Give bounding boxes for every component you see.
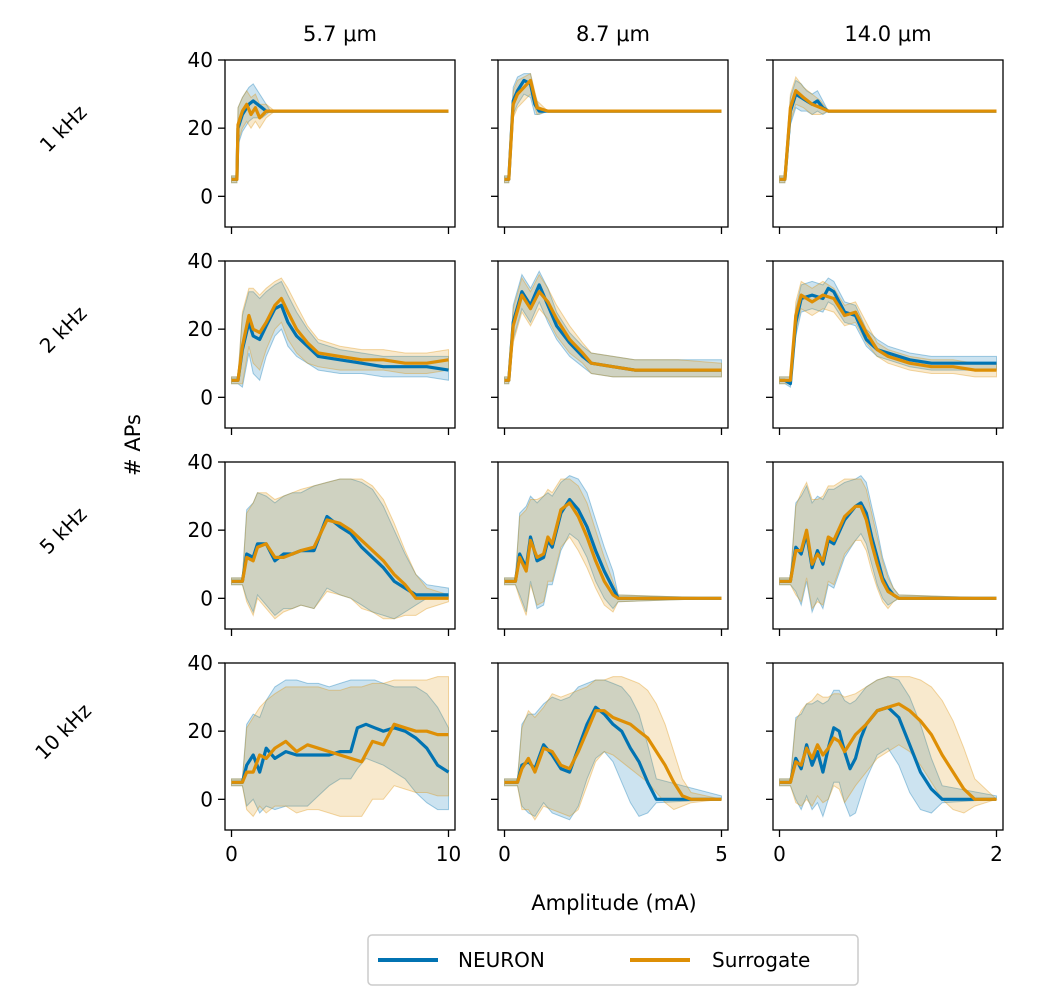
band-surrogate — [231, 478, 449, 620]
band-neuron — [504, 270, 722, 385]
line-surrogate — [504, 78, 722, 181]
y-tick-label: 20 — [188, 518, 213, 542]
column-title-0: 5.7 μm — [303, 22, 377, 46]
panel-plot-area — [231, 478, 449, 620]
y-tick-label: 40 — [188, 450, 213, 474]
panel-frame — [224, 260, 456, 429]
panel-plot-area — [779, 474, 997, 614]
x-tick-label: 0 — [498, 842, 511, 866]
panel-frame — [224, 59, 456, 228]
panel-plot-area — [231, 83, 449, 184]
panel-plot-area — [504, 676, 722, 821]
line-surrogate — [504, 709, 722, 801]
panel-r1-c1 — [491, 260, 729, 435]
line-surrogate — [779, 89, 997, 181]
panel-plot-area — [779, 75, 997, 184]
band-surrogate — [231, 676, 449, 818]
y-tick-label: 40 — [188, 249, 213, 273]
panel-plot-area — [504, 270, 722, 385]
panels-layer: 5.7 μm 8.7 μm 14.0 μm 1 kHz 2 kHz 5 kHz 10 kHz… — [30, 22, 1004, 866]
y-tick-label: 20 — [188, 719, 213, 743]
line-surrogate — [504, 290, 722, 382]
x-axis-label: Amplitude (mA) — [531, 891, 697, 915]
line-surrogate — [779, 293, 997, 382]
band-surrogate — [231, 89, 449, 184]
band-neuron — [504, 73, 722, 184]
line-neuron — [504, 78, 722, 181]
band-neuron — [504, 475, 722, 613]
panel-plot-area — [504, 475, 722, 616]
panel-r0-c0: 0 20 40 — [188, 48, 456, 234]
panel-frame — [497, 461, 729, 630]
panel-frame — [772, 461, 1004, 630]
y-tick-label: 20 — [188, 317, 213, 341]
band-surrogate — [504, 273, 722, 385]
panel-r2-c1 — [491, 461, 729, 636]
legend: NEURON Surrogate — [367, 934, 859, 986]
panel-frame — [497, 59, 729, 228]
panel-frame — [772, 59, 1004, 228]
line-surrogate — [231, 518, 449, 600]
row-label-2: 5 kHz — [35, 502, 92, 559]
panel-r2-c2 — [766, 461, 1004, 636]
panel-frame — [224, 662, 456, 831]
y-tick-label: 0 — [200, 385, 213, 409]
band-surrogate — [504, 72, 722, 184]
band-surrogate — [779, 75, 997, 184]
panel-plot-area — [231, 676, 450, 818]
panel-r2-c0: 0 20 40 — [188, 450, 456, 636]
panel-plot-area — [231, 277, 449, 388]
panel-plot-area — [779, 676, 998, 818]
band-surrogate — [779, 280, 997, 385]
y-tick-label: 0 — [200, 787, 213, 811]
panel-frame — [497, 662, 729, 831]
y-tick-label: 40 — [188, 48, 213, 72]
panel-r1-c0: 0 20 40 — [188, 249, 456, 435]
column-title-1: 8.7 μm — [576, 22, 650, 46]
line-surrogate — [504, 501, 722, 600]
y-tick-label: 40 — [188, 651, 213, 675]
y-tick-label: 0 — [200, 586, 213, 610]
row-label-1: 2 kHz — [35, 301, 92, 358]
y-axis-label: # APs — [121, 414, 145, 476]
x-tick-label: 0 — [773, 842, 786, 866]
panel-plot-area — [779, 277, 997, 388]
panel-r1-c2 — [766, 260, 1004, 435]
panel-r3-c0: 0 20 40 0 10 — [188, 651, 462, 866]
panel-frame — [224, 461, 456, 630]
band-neuron — [231, 679, 449, 814]
row-label-3: 10 kHz — [30, 699, 96, 765]
panel-r0-c2 — [766, 59, 1004, 234]
panel-r0-c1 — [491, 59, 729, 234]
legend-frame — [367, 934, 859, 986]
band-neuron — [231, 83, 449, 184]
line-surrogate — [231, 722, 449, 784]
panel-frame — [772, 260, 1004, 429]
x-tick-label: 0 — [225, 842, 238, 866]
x-tick-label: 10 — [436, 842, 461, 866]
panel-plot-area — [504, 72, 722, 184]
band-surrogate — [504, 676, 722, 821]
panel-frame — [497, 260, 729, 429]
x-tick-label: 5 — [715, 842, 728, 866]
y-tick-label: 0 — [200, 184, 213, 208]
line-surrogate — [779, 702, 997, 801]
band-surrogate — [779, 676, 998, 814]
line-surrogate — [779, 504, 997, 600]
line-surrogate — [231, 102, 449, 181]
line-surrogate — [231, 296, 449, 382]
legend-label-neuron: NEURON — [458, 948, 545, 972]
panel-frame — [772, 662, 1004, 831]
legend-label-surrogate: Surrogate — [712, 948, 810, 972]
x-tick-label: 2 — [990, 842, 1003, 866]
row-label-0: 1 kHz — [35, 100, 92, 157]
column-title-2: 14.0 μm — [844, 22, 931, 46]
y-tick-label: 20 — [188, 116, 213, 140]
